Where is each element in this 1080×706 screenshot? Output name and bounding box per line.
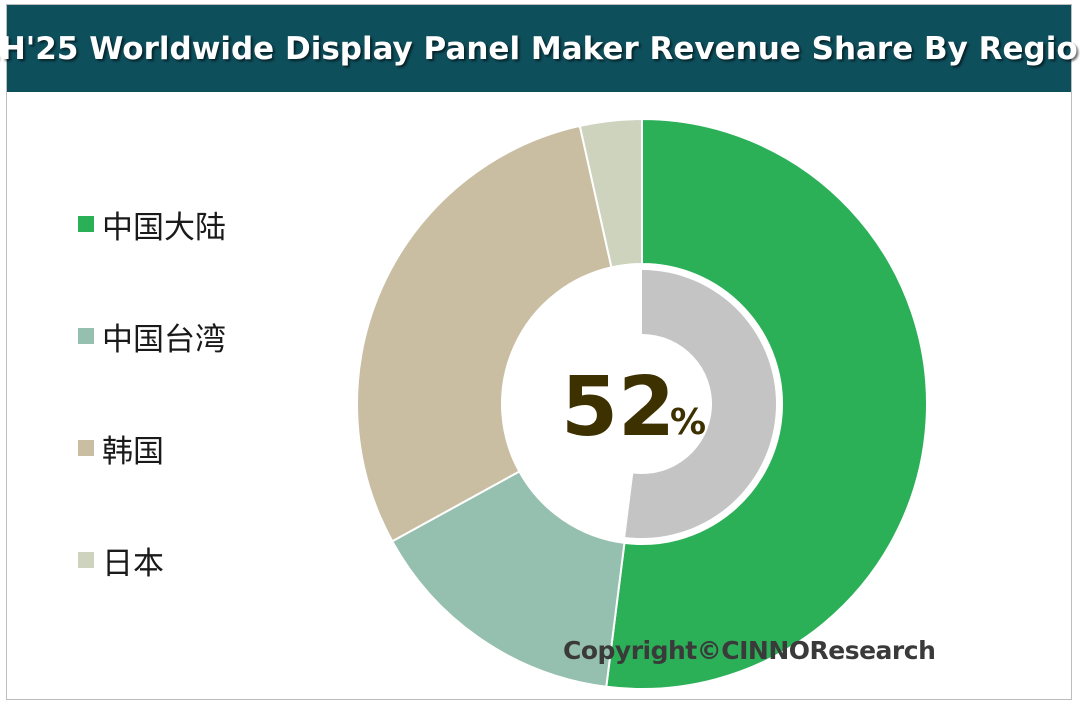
legend-swatch-mainland-china: [78, 216, 94, 232]
chart-title: 1H'25 Worldwide Display Panel Maker Reve…: [0, 30, 1080, 67]
center-gauge: [625, 270, 776, 538]
center-value-label: 52: [561, 360, 675, 455]
legend-item-taiwan: 中国台湾: [78, 316, 226, 358]
donut-slices: [356, 117, 928, 690]
center-unit-label: %: [670, 402, 706, 443]
chart-border: [6, 4, 1072, 700]
legend-item-korea: 韩国: [78, 428, 164, 470]
legend-item-japan: 日本: [78, 540, 164, 582]
legend-label-japan: 日本: [102, 545, 164, 582]
legend-label-korea: 韩国: [102, 433, 164, 470]
legend-item-mainland-china: 中国大陆: [78, 204, 226, 246]
slice-mainland-china: [605, 117, 928, 690]
legend-swatch-japan: [78, 552, 94, 568]
legend-label-mainland-china: 中国大陆: [102, 209, 226, 246]
gauge-arc: [625, 270, 776, 538]
legend: 中国大陆 中国台湾 韩国 日本: [78, 0, 338, 706]
copyright-text: Copyright©CINNOResearch: [563, 636, 936, 665]
legend-label-taiwan: 中国台湾: [102, 321, 226, 358]
title-bar: 1H'25 Worldwide Display Panel Maker Reve…: [0, 5, 1080, 92]
legend-swatch-korea: [78, 440, 94, 456]
legend-swatch-taiwan: [78, 328, 94, 344]
